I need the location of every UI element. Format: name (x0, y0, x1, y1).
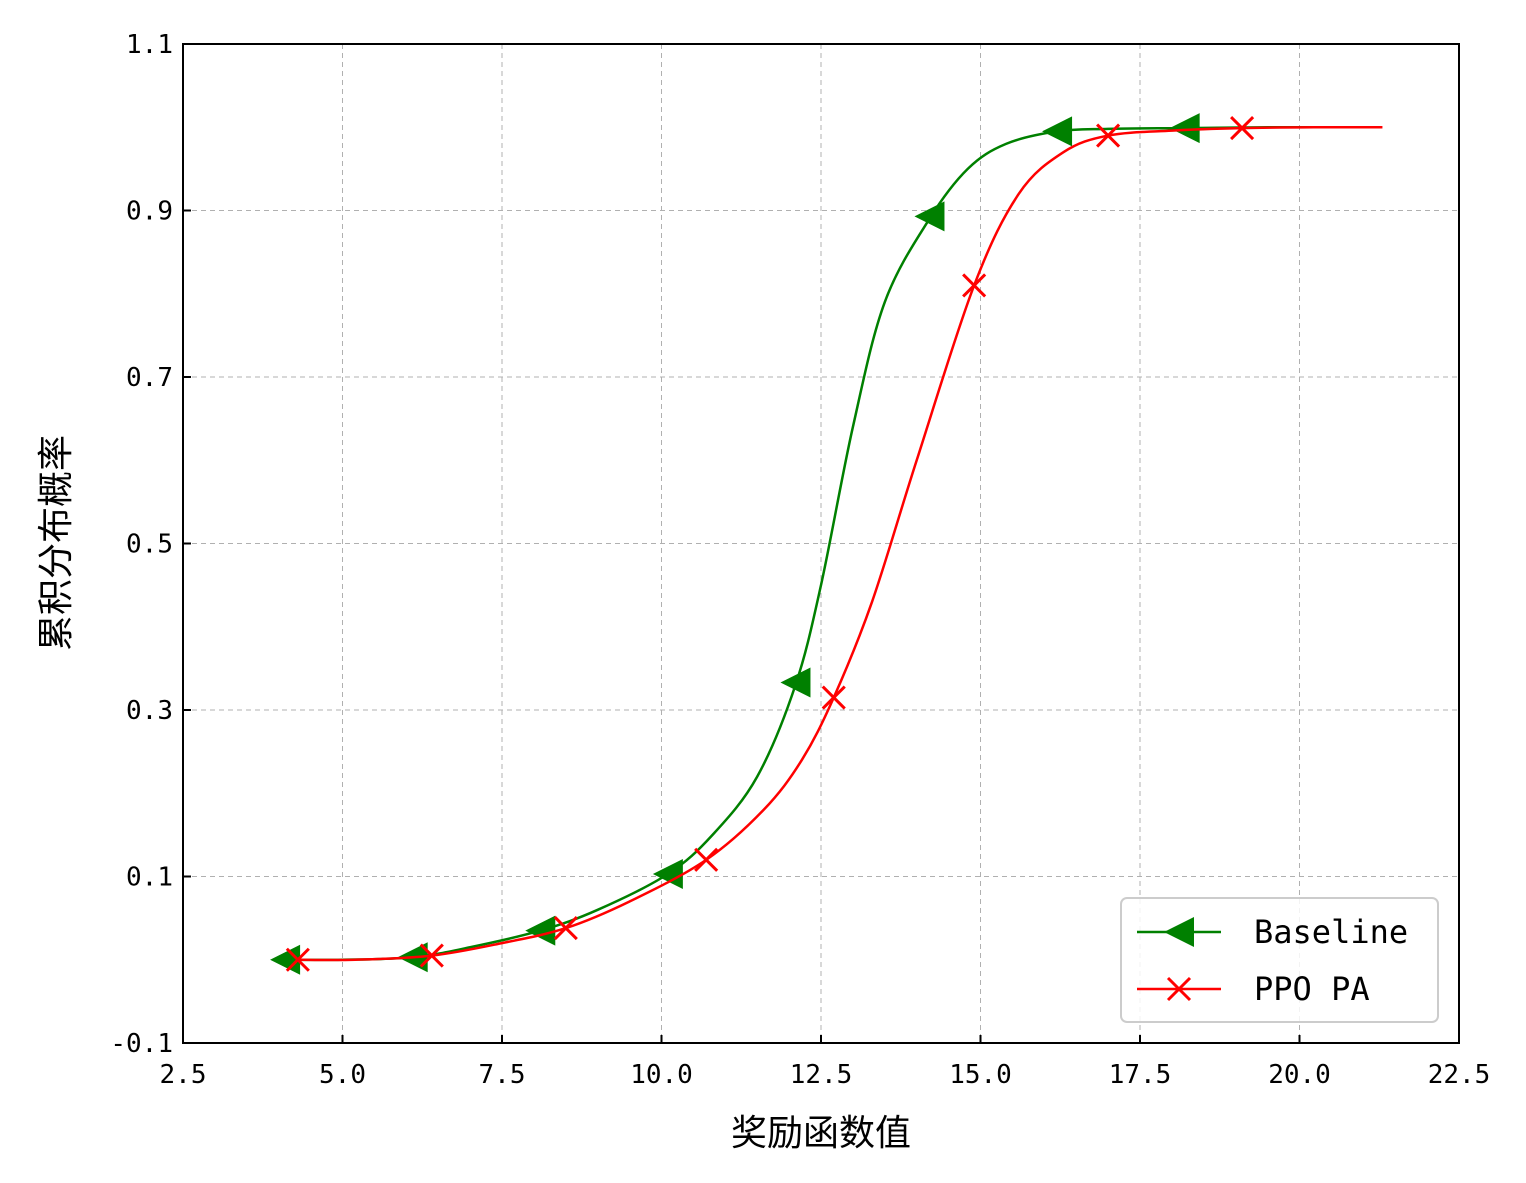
x-tick-label: 7.5 (479, 1060, 526, 1090)
x-tick-label: 15.0 (949, 1060, 1012, 1090)
x-tick-label: 20.0 (1268, 1060, 1331, 1090)
y-tick-label: -0.1 (110, 1029, 173, 1059)
data-point (285, 947, 310, 972)
y-tick-label: 0.3 (126, 696, 173, 726)
data-point (1042, 116, 1073, 147)
legend-marker (1166, 976, 1192, 1002)
y-axis-label: 累积分布概率 (36, 435, 77, 651)
series-1 (285, 116, 1383, 972)
series-layer (270, 113, 1383, 975)
y-tick-label: 0.9 (126, 197, 173, 227)
legend-label: Baseline (1254, 913, 1408, 951)
legend: Baseline PPO PA (1120, 897, 1439, 1023)
x-tick-label: 17.5 (1109, 1060, 1172, 1090)
grid-layer (183, 44, 1459, 1043)
legend-label: PPO PA (1254, 970, 1370, 1008)
y-tick-label: 0.5 (126, 530, 173, 560)
data-point (652, 859, 683, 890)
data-point (1096, 123, 1121, 148)
data-point (914, 201, 945, 232)
x-tick-label: 5.0 (319, 1060, 366, 1090)
x-tick-label: 22.5 (1428, 1060, 1491, 1090)
data-point (821, 685, 846, 710)
series-0 (270, 113, 1319, 975)
data-point (419, 943, 444, 968)
x-tick-label: 12.5 (790, 1060, 853, 1090)
data-point (525, 915, 556, 946)
legend-box (1120, 897, 1439, 1023)
y-tick-label: 1.1 (126, 30, 173, 60)
y-tick-label: 0.1 (126, 863, 173, 893)
data-point (553, 916, 578, 941)
series-line (297, 125, 1383, 962)
data-point (780, 667, 811, 698)
data-point (1230, 116, 1255, 141)
data-point (962, 273, 987, 298)
x-tick-label: 2.5 (160, 1060, 207, 1090)
x-tick-label: 10.0 (630, 1060, 693, 1090)
legend-entries: Baseline PPO PA (1137, 913, 1408, 1008)
y-tick-label: 0.7 (126, 363, 173, 393)
data-point (270, 944, 301, 975)
legend-marker (1164, 917, 1194, 947)
series-line (285, 125, 1319, 962)
data-point (694, 847, 719, 872)
x-axis-label: 奖励函数值 (731, 1113, 911, 1154)
data-point (1169, 113, 1200, 144)
ticks-layer: 2.5 5.0 7.5 10.0 12.5 15.0 17.5 20.0 22.5 -0.1 0.1… (110, 30, 1490, 1090)
